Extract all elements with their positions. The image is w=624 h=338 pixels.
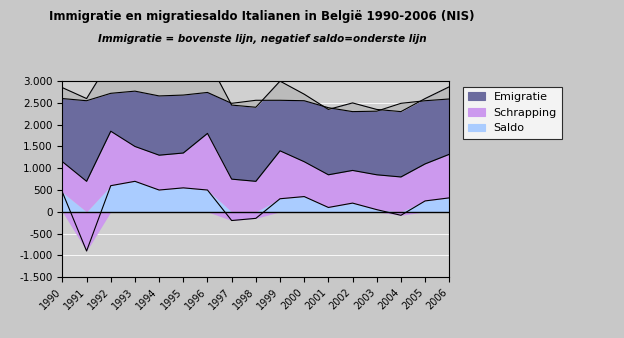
Text: Immigratie = bovenste lijn, negatief saldo=onderste lijn: Immigratie = bovenste lijn, negatief sal… xyxy=(98,34,426,44)
Text: Immigratie en migratiesaldo Italianen in België 1990-2006 (NIS): Immigratie en migratiesaldo Italianen in… xyxy=(49,10,475,23)
Legend: Emigratie, Schrapping, Saldo: Emigratie, Schrapping, Saldo xyxy=(462,87,562,139)
